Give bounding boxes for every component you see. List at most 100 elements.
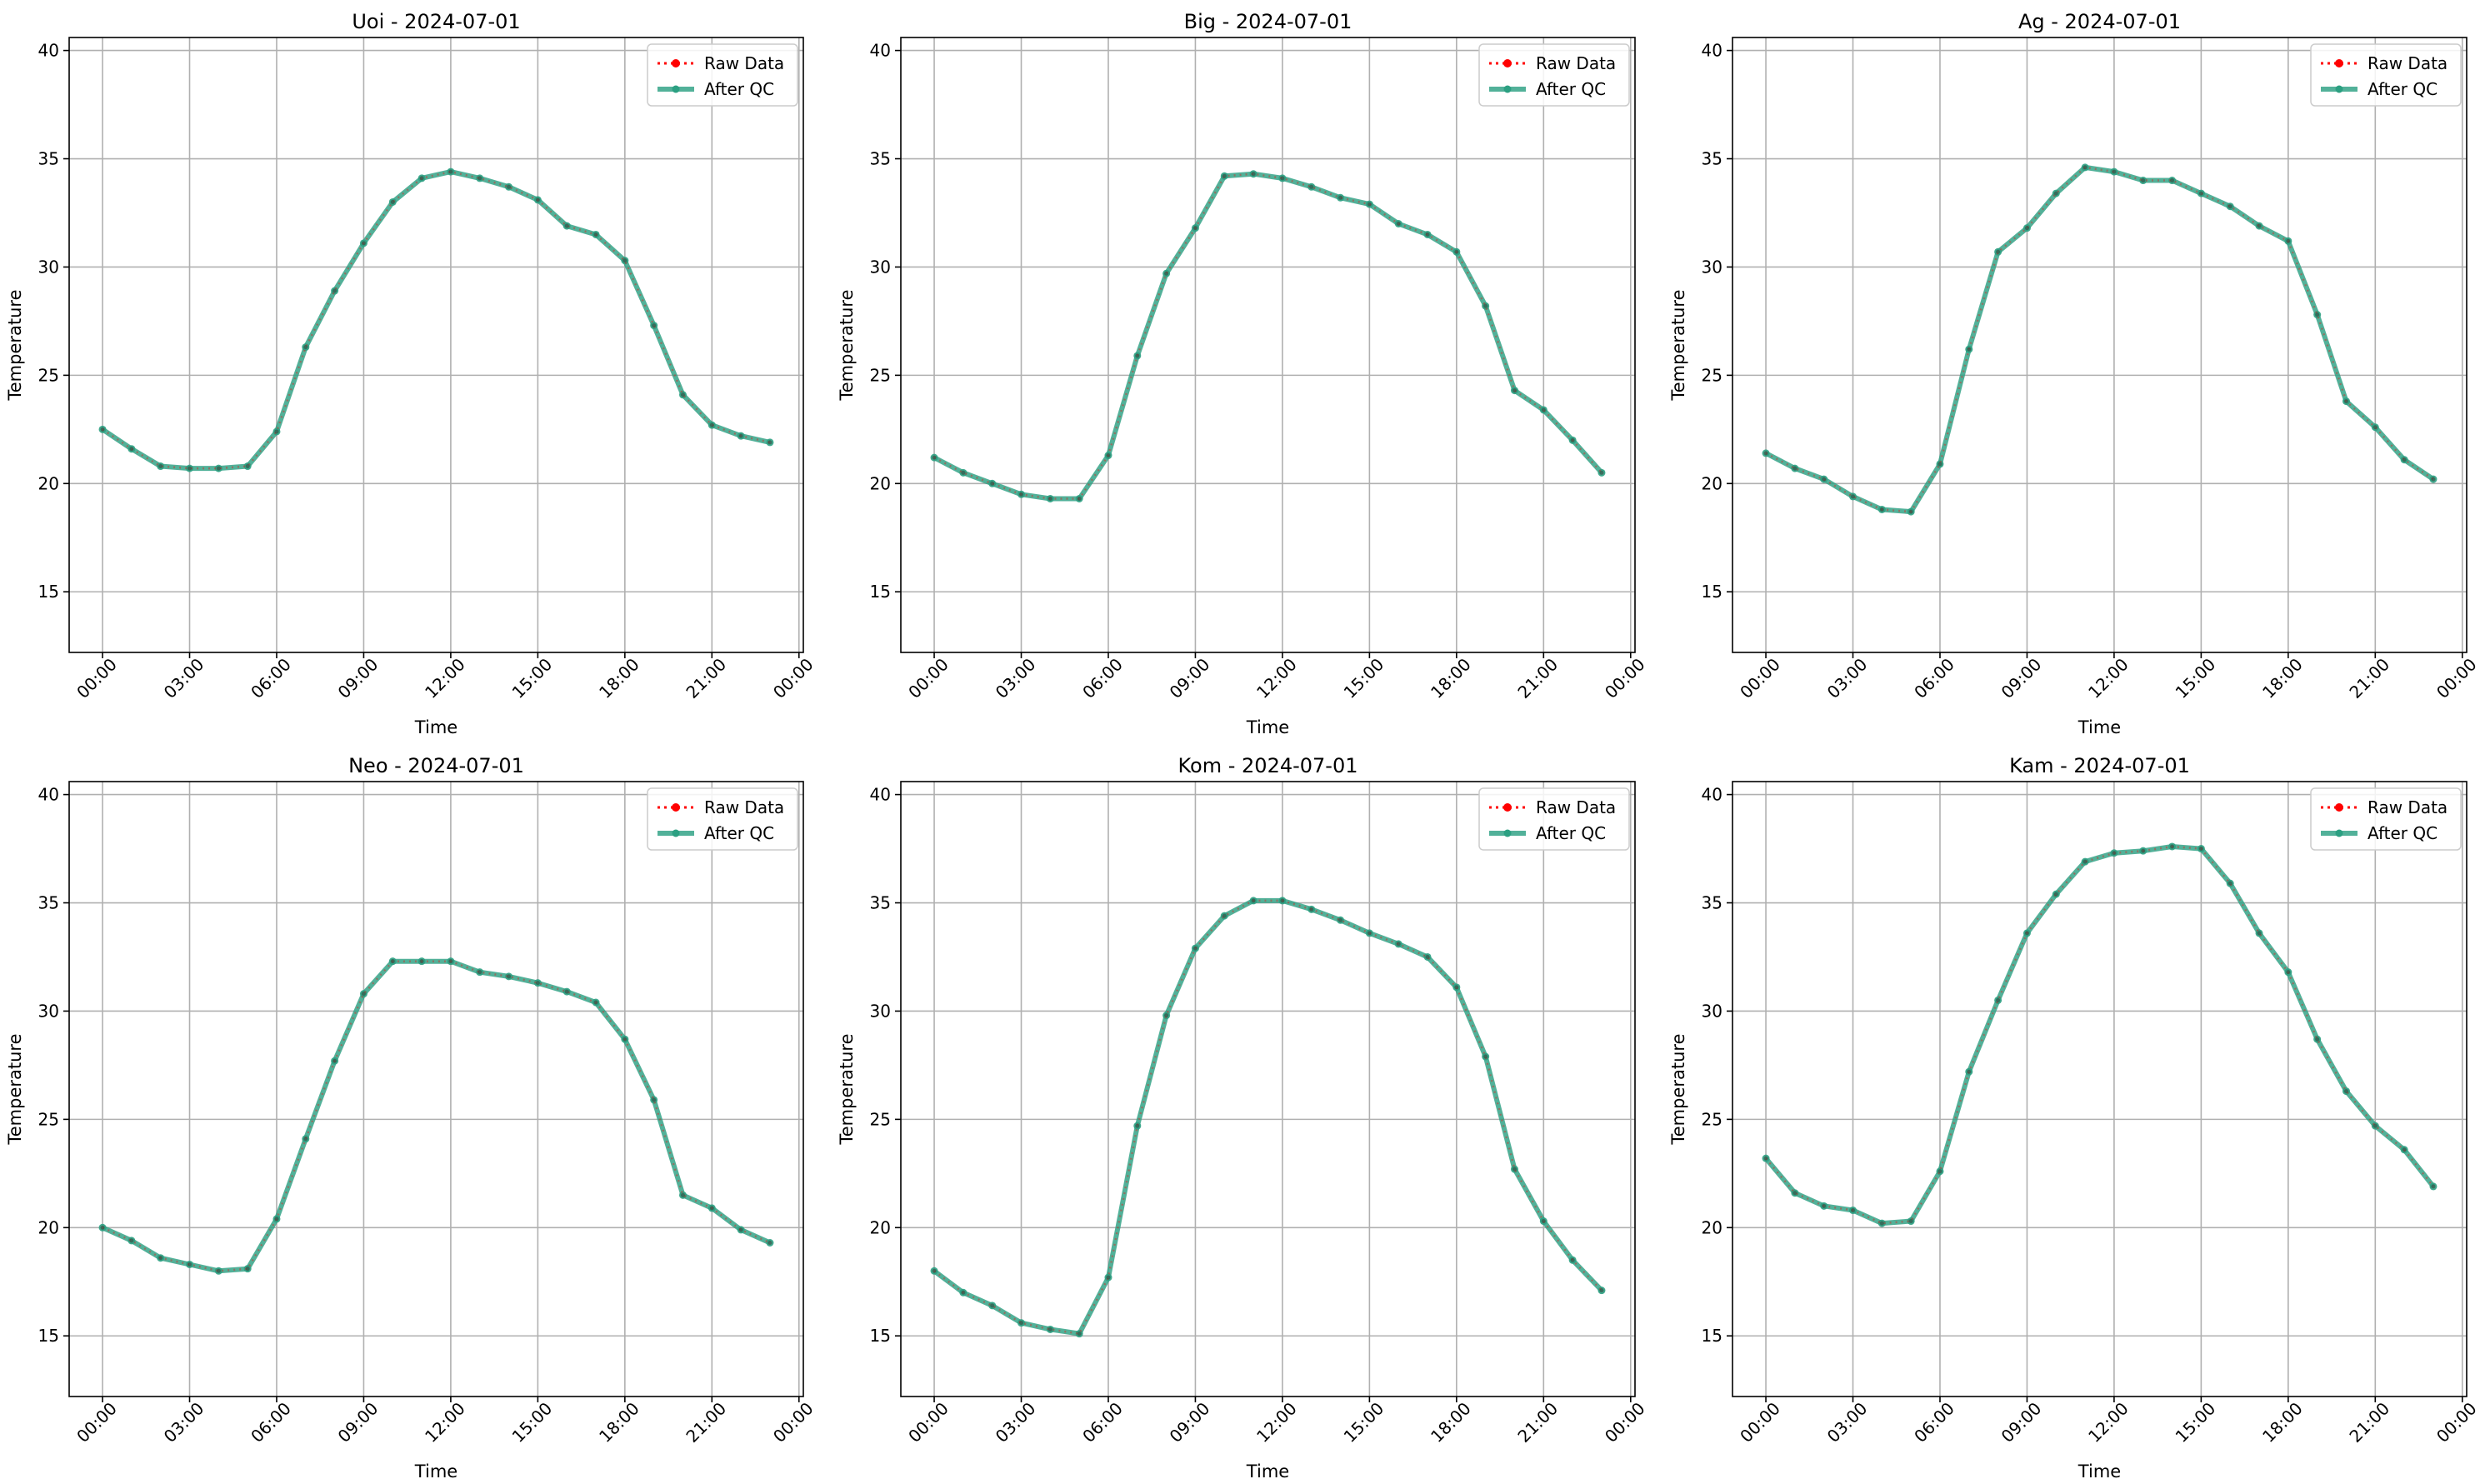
x-tick-label: 15:00 xyxy=(508,1398,557,1447)
y-tick-label: 15 xyxy=(870,582,891,602)
raw-data-point xyxy=(961,1290,966,1295)
y-axis-label: Temperature xyxy=(837,1033,857,1145)
raw-data-point xyxy=(1425,954,1430,959)
raw-data-point xyxy=(1541,1219,1546,1224)
legend-raw-label: Raw Data xyxy=(2368,797,2448,817)
x-tick-label: 00:00 xyxy=(2432,654,2481,702)
raw-data-point xyxy=(390,959,395,964)
x-tick-label: 21:00 xyxy=(2345,1398,2393,1447)
raw-data-point xyxy=(2082,165,2088,170)
raw-data-point xyxy=(158,1256,163,1261)
x-tick-label: 06:00 xyxy=(1910,1398,1958,1447)
legend-qc-marker xyxy=(672,85,680,93)
legend-raw-label: Raw Data xyxy=(1536,797,1616,817)
y-axis-label: Temperature xyxy=(5,289,25,401)
raw-data-point xyxy=(448,959,453,964)
raw-data-point xyxy=(1763,451,1768,456)
raw-data-point xyxy=(738,1227,743,1232)
after-qc-line xyxy=(101,169,771,472)
x-axis-label: Time xyxy=(2078,717,2121,737)
axes-frame xyxy=(68,37,804,653)
raw-data-point xyxy=(100,1225,105,1230)
y-tick-label: 25 xyxy=(870,365,891,385)
raw-data-point xyxy=(2315,1037,2320,1042)
raw-data-point xyxy=(709,1206,714,1211)
subplot-6: Kam - 2024-07-01 00:00 03:00 06:00 09:00 12:0… xyxy=(1668,754,2481,1482)
raw-data-point xyxy=(361,241,366,246)
raw-data-point xyxy=(1222,913,1227,918)
raw-data-point xyxy=(622,258,628,263)
raw-data-point xyxy=(1164,1013,1169,1018)
raw-data-point xyxy=(1879,507,1884,512)
legend-raw-marker xyxy=(2335,59,2343,67)
raw-data-point xyxy=(419,176,424,181)
x-tick-label: 09:00 xyxy=(1166,654,1214,702)
x-axis-label: Time xyxy=(2078,1462,2121,1482)
x-tick-label: 12:00 xyxy=(2084,1398,2132,1447)
after-qc-line xyxy=(932,897,1604,1337)
legend-raw-marker xyxy=(672,803,680,812)
y-tick-label: 30 xyxy=(38,257,59,277)
x-tick-label: 06:00 xyxy=(247,654,295,702)
raw-data-point xyxy=(1599,470,1604,475)
x-tick-label: 21:00 xyxy=(1513,1398,1562,1447)
raw-data-point xyxy=(1106,453,1111,458)
legend-raw-marker xyxy=(672,59,680,67)
y-axis-label: Temperature xyxy=(1668,1033,1688,1145)
raw-data-point xyxy=(961,470,966,475)
x-tick-label: 00:00 xyxy=(72,654,121,702)
x-axis-label: Time xyxy=(414,717,458,737)
raw-data-point xyxy=(303,1137,308,1142)
legend: Raw Data After QC xyxy=(2310,787,2462,851)
legend-raw-label: Raw Data xyxy=(2368,53,2448,73)
x-tick-label: 12:00 xyxy=(1252,1398,1301,1447)
raw-data-point xyxy=(709,422,714,427)
after-qc-line xyxy=(932,171,1604,502)
after-qc-line xyxy=(1763,844,2436,1227)
raw-data-point xyxy=(1541,407,1546,412)
raw-data-point xyxy=(419,959,424,964)
raw-data-point xyxy=(245,464,250,469)
y-tick-label: 35 xyxy=(1702,149,1722,169)
x-tick-label: 06:00 xyxy=(247,1398,295,1447)
y-tick-label: 20 xyxy=(870,473,891,493)
raw-data-point xyxy=(1019,1321,1024,1326)
x-tick-label: 00:00 xyxy=(1736,1398,1784,1447)
legend-qc-marker xyxy=(2335,85,2343,93)
legend-qc-marker xyxy=(1503,85,1512,93)
y-tick-label: 25 xyxy=(1702,1109,1722,1129)
x-axis-label: Time xyxy=(414,1462,458,1482)
x-tick-label: 03:00 xyxy=(160,654,208,702)
raw-data-point xyxy=(1192,946,1198,951)
legend-qc-label: After QC xyxy=(2368,79,2438,99)
raw-data-point xyxy=(478,176,482,181)
y-tick-label: 35 xyxy=(38,149,59,169)
raw-data-point xyxy=(1763,1156,1768,1161)
raw-data-point xyxy=(2141,848,2146,853)
raw-data-point xyxy=(1367,202,1372,207)
raw-data-point xyxy=(188,1262,192,1267)
raw-data-line xyxy=(102,960,771,1272)
subplot-5: Kom - 2024-07-01 00:00 03:00 06:00 09:00 12:0… xyxy=(837,754,1649,1482)
x-tick-label: 18:00 xyxy=(1427,1398,1475,1447)
axes-frame xyxy=(900,37,1636,653)
raw-data-point xyxy=(129,447,134,452)
y-tick-label: 30 xyxy=(38,1001,59,1021)
legend-qc-label: After QC xyxy=(1536,823,1606,843)
raw-data-point xyxy=(2286,238,2291,243)
raw-data-point xyxy=(768,440,772,445)
legend: Raw Data After QC xyxy=(647,43,798,107)
raw-data-point xyxy=(1996,997,2001,1002)
x-tick-label: 00:00 xyxy=(72,1398,121,1447)
raw-data-point xyxy=(1367,931,1372,936)
after-qc-line xyxy=(1764,164,2435,515)
legend-qc-label: After QC xyxy=(2368,823,2438,843)
x-tick-label: 09:00 xyxy=(1998,1398,2046,1447)
raw-data-point xyxy=(1048,497,1052,501)
raw-data-point xyxy=(1454,985,1459,990)
raw-data-point xyxy=(1483,1054,1488,1059)
legend-raw-marker xyxy=(1503,59,1512,67)
raw-data-point xyxy=(680,1192,685,1197)
raw-data-point xyxy=(390,199,395,204)
raw-data-point xyxy=(1251,172,1256,177)
